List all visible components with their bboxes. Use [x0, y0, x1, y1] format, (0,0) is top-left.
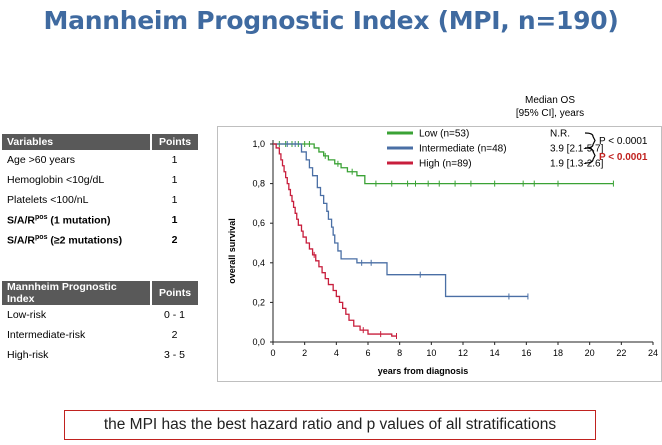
x-tick-label: 10 [426, 348, 436, 358]
variable-label-sup: pos [35, 213, 48, 221]
p-value-label: P < 0.0001 [599, 152, 648, 163]
y-tick-label: 0,4 [252, 258, 265, 268]
x-tick-label: 24 [648, 348, 658, 358]
median-os-header-line2: [95% CI], years [515, 108, 585, 119]
median-os-low: N.R. [550, 129, 570, 140]
variables-table: Variables Points Age >60 years 1 Hemoglobi… [2, 134, 198, 250]
x-axis-label: years from diagnosis [378, 366, 469, 376]
x-tick-label: 8 [397, 348, 402, 358]
risk-group-label: Low-risk [7, 309, 47, 321]
x-tick-label: 18 [553, 348, 563, 358]
conclusion-caption: the MPI has the best hazard ratio and p … [64, 410, 596, 440]
x-tick-label: 0 [270, 348, 275, 358]
legend-label-high: High (n=89) [419, 159, 472, 170]
legend-label-low: Low (n=53) [419, 129, 469, 140]
variable-label-suffix: (1 mutation) [47, 214, 111, 227]
x-tick-label: 20 [585, 348, 595, 358]
median-os-intermediate: 3.9 [2.1-5.7] [550, 144, 604, 155]
variable-label-text: Age >60 years [7, 154, 76, 166]
variable-points: 1 [171, 214, 178, 226]
variable-label: Age >60 years [2, 150, 151, 170]
risk-group-points: 3 - 5 [163, 349, 185, 361]
p-value-label: P < 0.0001 [599, 136, 648, 147]
variables-row: S/A/Rpos (1 mutation) 1 [2, 210, 198, 230]
variable-label-sup: pos [35, 233, 48, 241]
index-row: High-risk 3 - 5 [2, 345, 198, 365]
variable-label-suffix: (≥2 mutations) [47, 234, 123, 247]
risk-group-label: Intermediate-risk [7, 329, 86, 341]
index-header: Mannheim Prognostic Index [2, 281, 151, 305]
variable-points: 1 [171, 194, 178, 206]
x-tick-label: 16 [521, 348, 531, 358]
y-tick-label: 0,8 [252, 179, 265, 189]
y-tick-label: 0,2 [252, 297, 265, 307]
median-os-header: Median OS [95% CI], years [503, 94, 597, 120]
variable-label: S/A/Rpos (1 mutation) [2, 210, 151, 230]
variables-row: S/A/Rpos (≥2 mutations) 2 [2, 230, 198, 250]
risk-group-label: High-risk [7, 349, 49, 361]
variable-label-text: S/A/R [7, 234, 36, 247]
variable-points: 1 [171, 154, 178, 166]
variable-label-text: S/A/R [7, 214, 36, 227]
median-os-high: 1.9 [1.3-2.6] [550, 159, 604, 170]
y-tick-label: 1,0 [252, 139, 265, 149]
variable-points: 2 [171, 234, 178, 246]
points-header: Points [150, 134, 198, 150]
x-tick-label: 12 [458, 348, 468, 358]
variable-label: Platelets <100/nL [2, 190, 151, 210]
median-os-header-line1: Median OS [524, 95, 576, 106]
variables-row: Platelets <100/nL 1 [2, 190, 198, 210]
x-tick-label: 4 [334, 348, 339, 358]
p-value-bracket [584, 132, 596, 149]
p-value-bracket [584, 147, 596, 164]
x-tick-label: 6 [365, 348, 370, 358]
variable-label-text: Hemoglobin <10g/dL [7, 174, 105, 186]
survival-curve-low [273, 143, 614, 185]
variable-label: Hemoglobin <10g/dL [2, 170, 151, 190]
index-row: Intermediate-risk 2 [2, 325, 198, 345]
index-points-header: Points [150, 281, 198, 305]
survival-curve-high [273, 143, 397, 337]
x-tick-label: 14 [490, 348, 500, 358]
variable-label-text: Platelets <100/nL [7, 194, 89, 206]
x-tick-label: 2 [302, 348, 307, 358]
risk-group-points: 2 [171, 329, 178, 341]
variables-row: Age >60 years 1 [2, 150, 198, 170]
y-tick-label: 0,6 [252, 218, 265, 228]
y-axis-label: overall survival [227, 218, 237, 284]
slide-title: Mannheim Prognostic Index (MPI, n=190) [43, 6, 619, 35]
legend-label-intermediate: Intermediate (n=48) [419, 144, 507, 155]
km-survival-chart: 0 2 4 6 8 10 12 14 16 18 20 22 240,00,20,40,60,81,0y… [217, 126, 662, 382]
variable-points: 1 [171, 174, 178, 186]
variables-header: Variables [2, 134, 151, 150]
index-table: Mannheim Prognostic Index Points Low-ris… [2, 281, 198, 365]
index-row: Low-risk 0 - 1 [2, 305, 198, 325]
survival-curve-intermediate [273, 143, 528, 298]
x-tick-label: 22 [616, 348, 626, 358]
risk-group-points: 0 - 1 [163, 309, 185, 321]
y-tick-label: 0,0 [252, 337, 265, 347]
variable-label: S/A/Rpos (≥2 mutations) [2, 230, 151, 250]
variables-row: Hemoglobin <10g/dL 1 [2, 170, 198, 190]
